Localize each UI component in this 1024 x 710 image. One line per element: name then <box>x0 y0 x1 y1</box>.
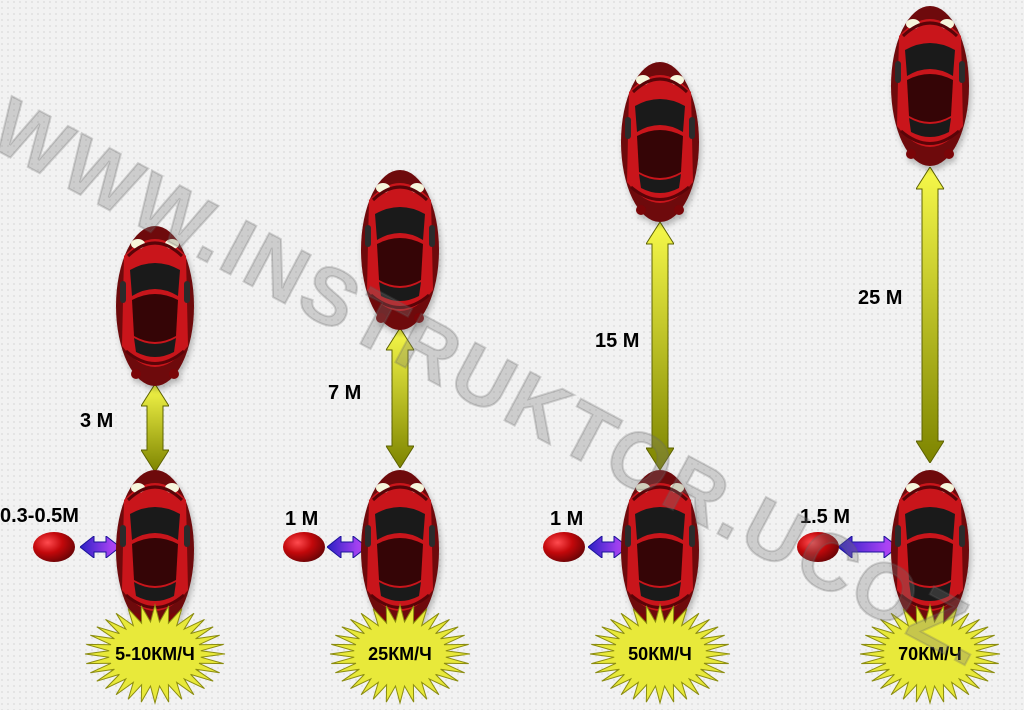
front-distance-label: 3 М <box>80 410 113 433</box>
front-distance-label: 7 М <box>328 382 361 405</box>
speed-label: 70КМ/Ч <box>855 644 1005 665</box>
speed-burst: 5-10КМ/Ч <box>80 602 230 707</box>
speed-label: 5-10КМ/Ч <box>80 644 230 665</box>
obstacle-cone <box>796 530 840 564</box>
side-distance-label: 1.5 М <box>800 506 850 529</box>
side-distance-label: 1 М <box>550 508 583 531</box>
speed-label: 50КМ/Ч <box>585 644 735 665</box>
distance-arrow <box>386 328 414 473</box>
side-distance-label: 0.3-0.5М <box>0 505 79 528</box>
distance-arrow <box>646 222 674 475</box>
lead-car <box>361 170 439 335</box>
obstacle-cone <box>282 530 326 564</box>
side-distance-arrow <box>80 536 120 558</box>
obstacle-cone <box>542 530 586 564</box>
distance-arrow <box>141 384 169 477</box>
speed-label: 25КМ/Ч <box>325 644 475 665</box>
lead-car <box>621 62 699 227</box>
diagram-canvas: WWW.INSTRUKTOR.UCOZ. <box>0 0 1024 710</box>
speed-burst: 25КМ/Ч <box>325 602 475 707</box>
speed-burst: 50КМ/Ч <box>585 602 735 707</box>
lead-car <box>116 226 194 391</box>
front-distance-label: 25 М <box>858 287 902 310</box>
side-distance-label: 1 М <box>285 508 318 531</box>
distance-arrow <box>916 167 944 468</box>
lead-car <box>891 6 969 171</box>
side-distance-arrow <box>838 536 898 558</box>
front-distance-label: 15 М <box>595 330 639 353</box>
obstacle-cone <box>32 530 76 564</box>
speed-burst: 70КМ/Ч <box>855 602 1005 707</box>
